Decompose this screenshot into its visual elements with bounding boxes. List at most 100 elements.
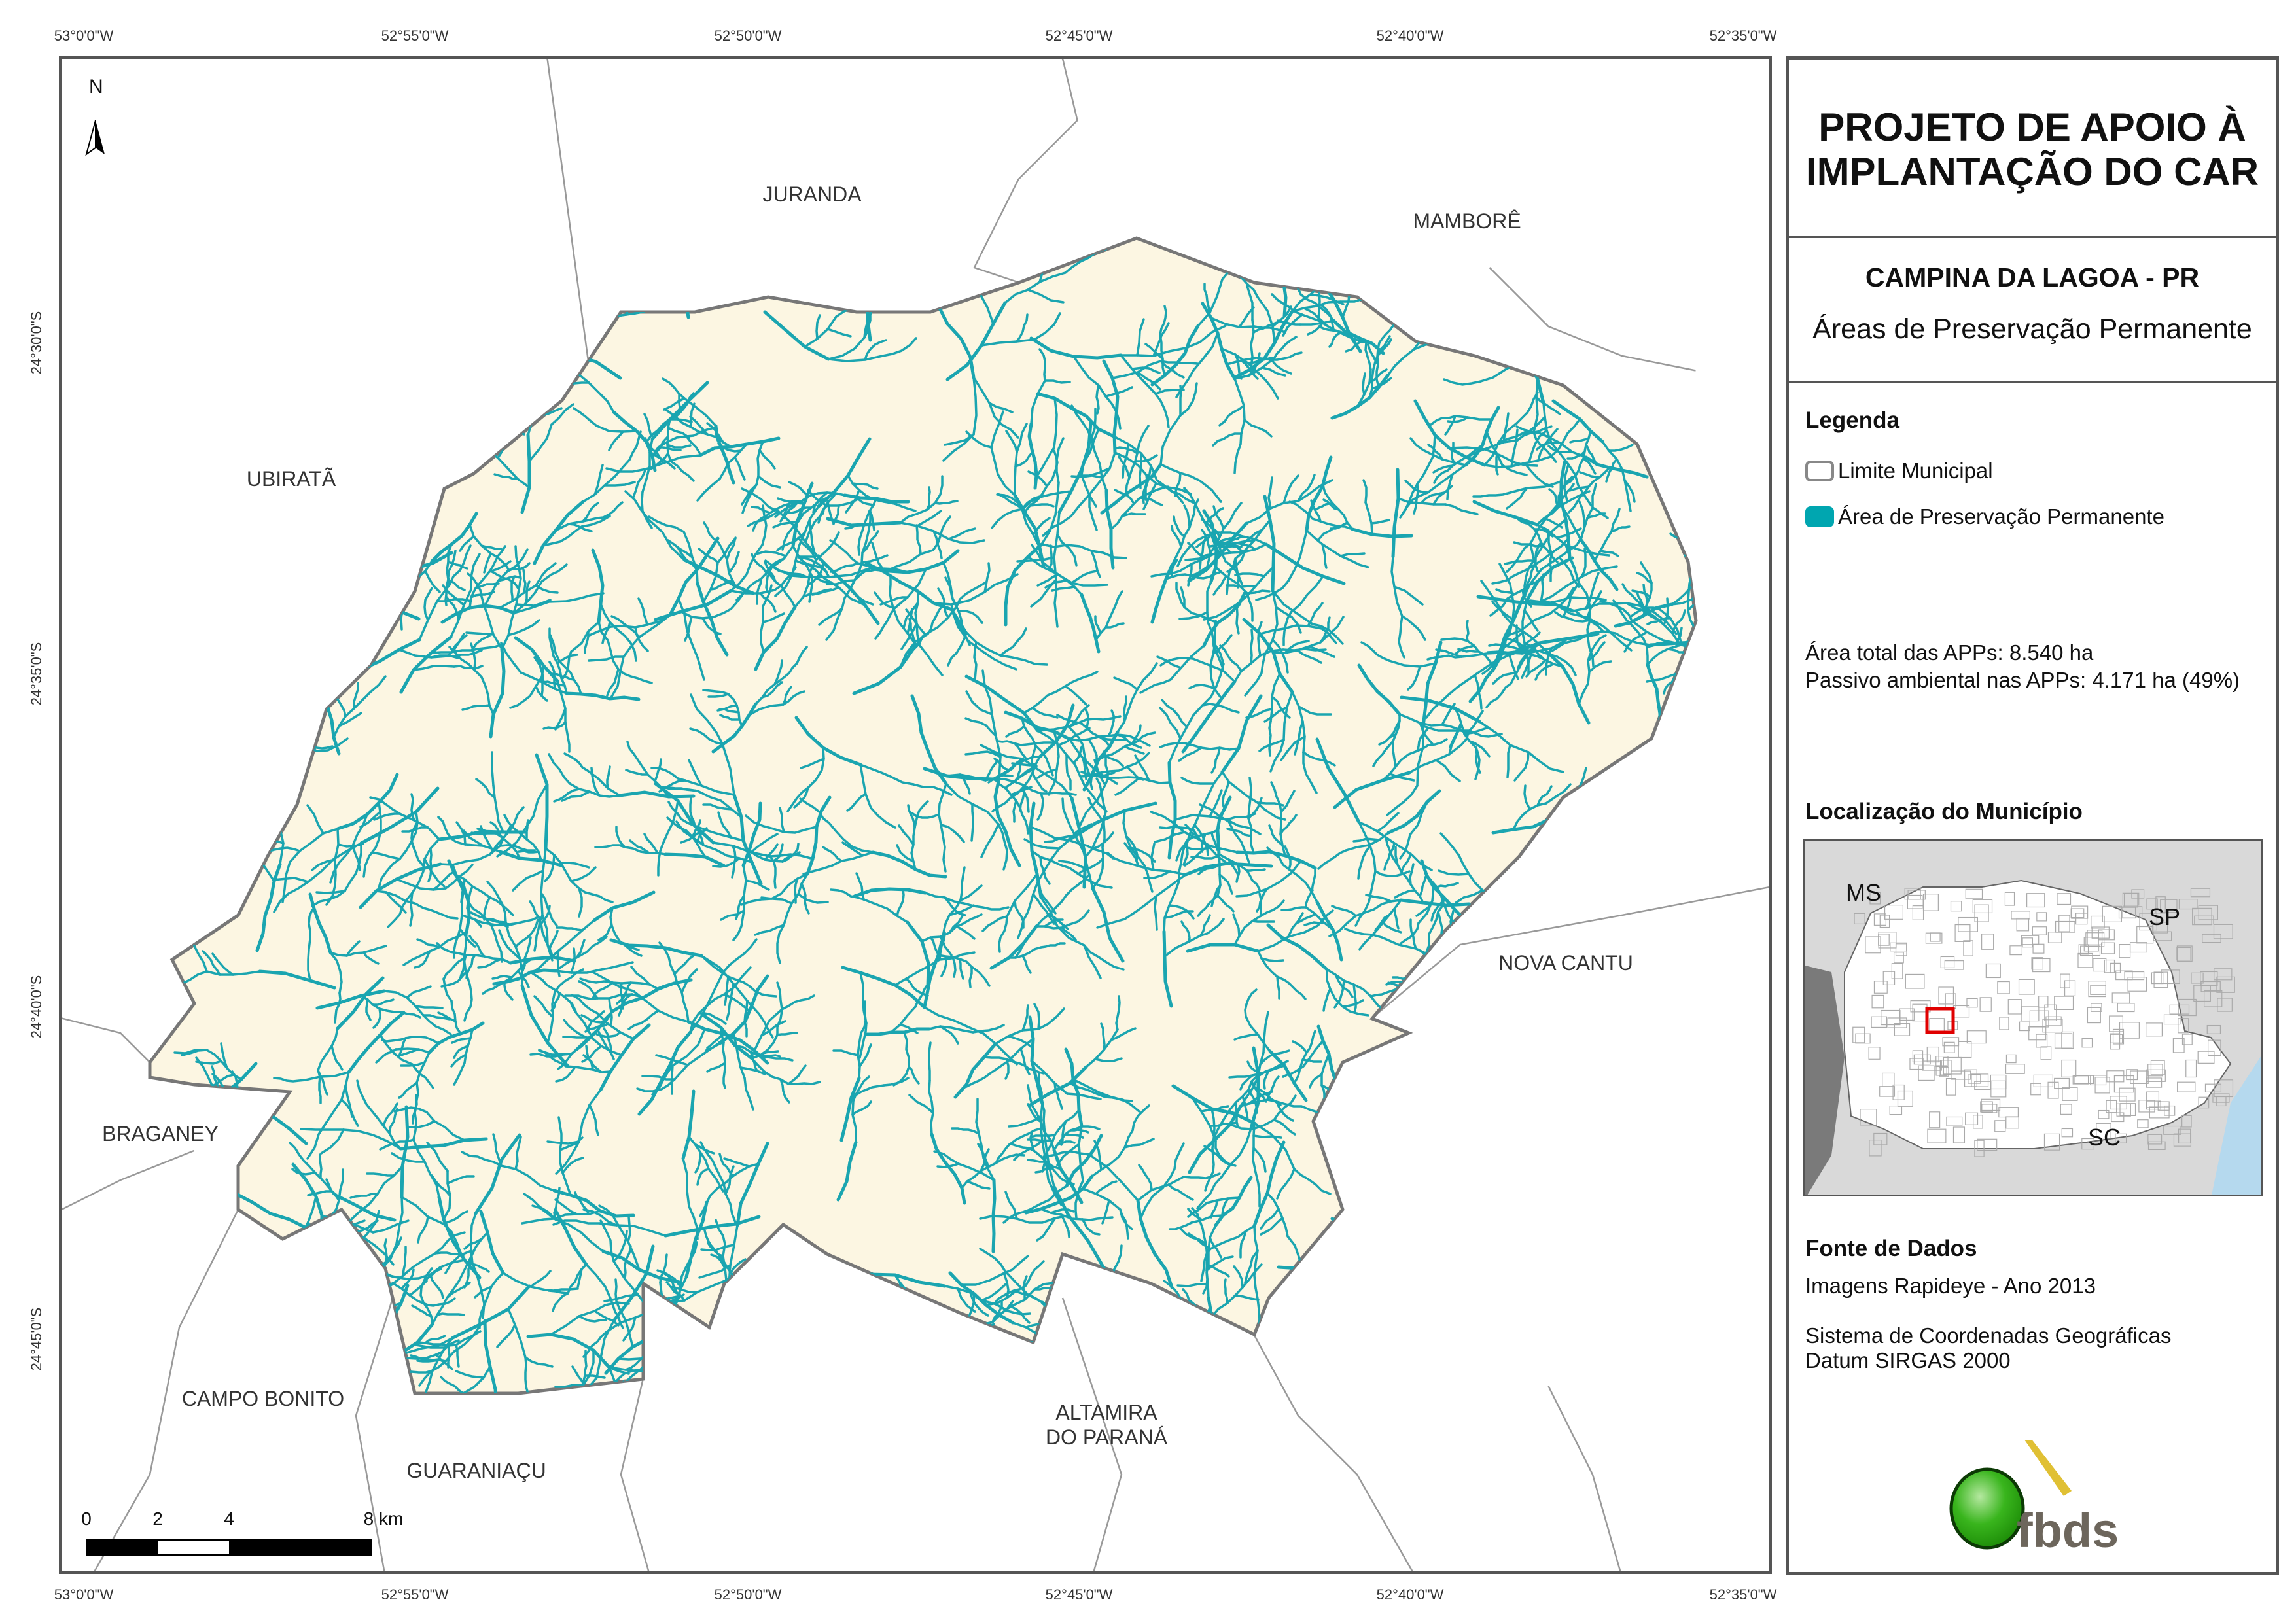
app-stream	[468, 916, 511, 926]
app-stream	[606, 668, 620, 697]
app-stream	[1472, 500, 1539, 527]
app-stream	[690, 402, 696, 428]
app-stream	[1695, 470, 1696, 533]
app-stream	[630, 966, 651, 986]
app-stream	[1302, 751, 1318, 794]
app-stream	[671, 1285, 699, 1293]
app-stream	[895, 1287, 906, 1311]
inset-municipality	[1972, 899, 1993, 914]
app-stream	[1096, 1283, 1102, 1322]
app-stream	[294, 589, 319, 616]
app-stream	[1280, 790, 1296, 813]
app-stream	[1701, 702, 1702, 729]
inset-municipality	[1907, 894, 1923, 909]
app-stream	[617, 1380, 625, 1393]
app-stream	[1563, 582, 1580, 617]
app-stream	[241, 665, 275, 732]
app-stream	[414, 950, 431, 969]
app-stream	[618, 790, 696, 799]
app-stream	[1744, 949, 1761, 956]
app-stream	[195, 1056, 213, 1087]
app-stream	[1386, 784, 1419, 816]
app-stream	[219, 422, 246, 432]
app-stream	[173, 408, 200, 439]
app-stream	[270, 1516, 278, 1539]
app-stream	[597, 1029, 615, 1060]
app-stream	[1749, 962, 1753, 1004]
app-stream	[836, 1140, 858, 1202]
app-stream	[1167, 761, 1177, 860]
app-stream	[1004, 271, 1067, 304]
app-stream	[1636, 572, 1653, 584]
app-stream	[1630, 606, 1661, 618]
map-frame[interactable]: N JURANDA MAMBORÊ UBIRATÃ NOVA CANTU BRA…	[59, 56, 1772, 1574]
app-stream	[1647, 1168, 1669, 1190]
app-stream	[1393, 585, 1424, 606]
app-stream	[236, 1452, 254, 1514]
app-stream	[1556, 1215, 1623, 1225]
app-stream	[741, 801, 762, 867]
inset-municipality	[2200, 971, 2218, 986]
app-stream	[1568, 485, 1590, 492]
app-stream	[1394, 907, 1400, 930]
app-stream	[1447, 416, 1469, 423]
app-stream	[730, 544, 764, 592]
app-stream	[1568, 491, 1586, 514]
app-stream	[1205, 1255, 1234, 1272]
app-stream	[409, 892, 414, 927]
app-stream	[330, 1045, 344, 1071]
app-stream	[1239, 1074, 1254, 1091]
app-stream	[1116, 733, 1142, 749]
app-stream	[1422, 1288, 1468, 1315]
app-stream	[1199, 803, 1230, 823]
app-stream	[961, 1162, 997, 1189]
inset-municipality	[2185, 1059, 2197, 1078]
app-stream	[1184, 222, 1218, 233]
app-stream	[987, 1374, 994, 1393]
app-stream	[1253, 1225, 1259, 1289]
app-stream	[1457, 1365, 1480, 1376]
app-stream	[150, 1323, 168, 1357]
app-stream	[1162, 930, 1173, 1008]
app-stream	[1004, 542, 1044, 627]
app-stream	[1554, 603, 1604, 627]
app-stream	[203, 399, 224, 410]
app-stream	[201, 238, 230, 246]
app-stream	[1680, 1346, 1696, 1355]
inset-municipality	[2147, 1134, 2163, 1145]
app-stream	[228, 250, 234, 273]
app-stream	[610, 244, 635, 258]
app-stream	[899, 1023, 919, 1034]
app-stream	[1061, 926, 1077, 941]
app-stream	[629, 1440, 634, 1458]
app-stream	[1638, 943, 1691, 956]
app-stream	[195, 385, 206, 405]
app-stream	[1232, 913, 1241, 937]
app-stream	[1123, 745, 1145, 755]
app-stream	[1227, 820, 1251, 866]
app-stream	[718, 1153, 734, 1178]
app-stream	[1213, 1108, 1231, 1138]
app-stream	[366, 1172, 395, 1177]
app-stream	[615, 826, 626, 848]
app-stream	[150, 670, 164, 689]
app-stream	[1693, 1275, 1696, 1293]
app-stream	[227, 349, 254, 372]
app-stream	[964, 717, 997, 737]
app-stream	[1523, 784, 1531, 811]
app-stream	[1426, 1175, 1459, 1188]
app-stream	[1196, 1176, 1223, 1210]
app-stream	[1679, 870, 1696, 882]
inset-municipality	[1907, 890, 1926, 900]
app-stream	[1680, 894, 1695, 976]
app-stream	[375, 1048, 397, 1064]
app-stream	[972, 905, 1010, 911]
app-stream	[1506, 487, 1528, 510]
app-stream	[609, 938, 703, 958]
app-stream	[648, 515, 685, 533]
app-stream	[1496, 1325, 1513, 1345]
app-stream	[1463, 726, 1490, 735]
app-stream	[1438, 1270, 1442, 1290]
app-stream	[700, 954, 745, 984]
app-stream	[408, 1120, 436, 1128]
